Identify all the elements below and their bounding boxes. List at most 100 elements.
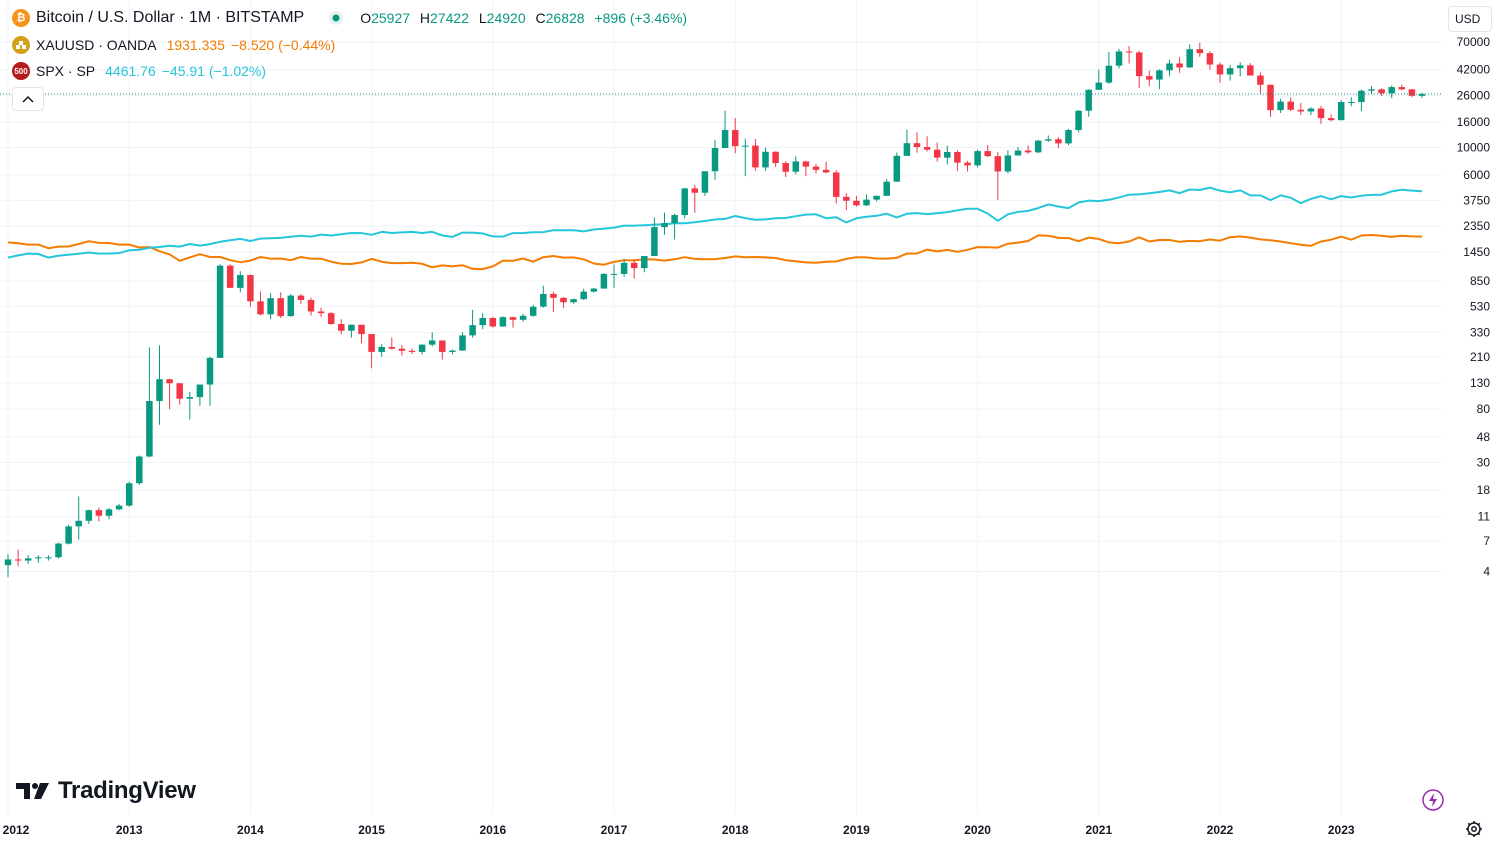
candle	[358, 324, 365, 344]
candle	[1075, 110, 1082, 133]
candle	[1135, 50, 1143, 88]
y-tick-label: 2350	[1463, 219, 1490, 233]
candle	[398, 345, 406, 356]
y-tick-label: 4	[1483, 565, 1490, 579]
candle	[388, 337, 396, 350]
candle-body	[1166, 63, 1173, 71]
candle	[136, 455, 143, 485]
candle	[1388, 85, 1395, 99]
candle-body	[287, 295, 295, 317]
btc-change: +896 (+3.46%)	[594, 10, 688, 26]
candle-body	[853, 200, 860, 206]
candle-body	[772, 151, 779, 164]
candle	[297, 293, 305, 304]
candle	[600, 273, 608, 289]
candle-body	[540, 293, 547, 307]
candle-body	[630, 262, 638, 269]
currency-button[interactable]: USD	[1448, 6, 1492, 32]
legend-row-gold[interactable]: XAUUSD · OANDA 1931.335 −8.520 (−0.44%)	[12, 35, 341, 55]
candle	[317, 307, 325, 317]
candle	[75, 496, 82, 540]
candle-body	[570, 299, 577, 303]
candle-body	[762, 151, 769, 168]
candle-body	[1418, 93, 1426, 96]
candle	[1398, 84, 1406, 91]
candle-body	[1388, 87, 1395, 94]
collapse-legend-button[interactable]	[12, 87, 44, 111]
candle	[4, 554, 12, 578]
candle	[832, 169, 840, 204]
candle-body	[24, 558, 32, 561]
high-value: 27422	[430, 10, 469, 26]
candle-body	[782, 163, 789, 172]
candle	[105, 508, 113, 520]
candle-body	[1034, 140, 1042, 153]
y-tick-label: 1450	[1463, 245, 1490, 259]
candle-body	[206, 357, 214, 385]
candle-body	[267, 298, 274, 315]
spx-icon: 500	[12, 62, 30, 80]
candle-body	[1115, 51, 1123, 66]
y-tick-label: 130	[1470, 376, 1490, 390]
candle-body	[529, 306, 537, 316]
candle	[1226, 64, 1234, 81]
candle-body	[449, 350, 456, 352]
candle	[469, 309, 476, 338]
candle	[1297, 103, 1305, 116]
candle-body	[701, 171, 709, 193]
candle	[226, 264, 234, 288]
candle	[519, 313, 527, 322]
candle	[721, 110, 729, 149]
y-tick-label: 6000	[1463, 168, 1490, 182]
spx-symbol-name: SPX · SP	[36, 63, 96, 79]
x-tick-label: 2019	[843, 823, 870, 837]
candle-body	[196, 384, 204, 398]
market-status-icon[interactable]	[328, 10, 344, 26]
candle-body	[1176, 63, 1183, 68]
candle-body	[994, 156, 1002, 172]
time-axis[interactable]: 2012 2013 2014 2015 2016 2017 2018 2019 2020 2021…	[3, 823, 1355, 837]
candle	[903, 129, 911, 156]
candle-body	[742, 145, 749, 147]
lightning-icon[interactable]	[1421, 788, 1445, 812]
gear-icon[interactable]	[1465, 820, 1483, 838]
legend-row-spx[interactable]: 500 SPX · SP 4461.76 −45.91 (−1.02%)	[12, 61, 272, 81]
candle	[843, 193, 850, 211]
candle	[711, 139, 719, 180]
candle-body	[95, 510, 103, 516]
x-tick-label: 2021	[1085, 823, 1112, 837]
candle-body	[1337, 101, 1345, 121]
close-label: C	[535, 10, 546, 26]
candle-body	[338, 324, 345, 331]
spx-value: 4461.76	[105, 63, 156, 79]
candle-body	[1065, 130, 1072, 144]
candle-body	[519, 315, 527, 320]
candle	[1105, 51, 1113, 84]
candle	[1095, 69, 1103, 91]
candle	[954, 150, 961, 171]
candle	[1358, 89, 1365, 111]
candle-body	[115, 505, 123, 510]
candle-body	[681, 188, 688, 216]
candle	[580, 288, 587, 300]
candle-body	[307, 299, 315, 312]
candle-body	[4, 559, 12, 566]
x-tick-label: 2020	[964, 823, 991, 837]
candle-body	[459, 335, 466, 351]
candle	[974, 149, 981, 168]
low-label: L	[478, 10, 487, 26]
price-axis[interactable]: 70000 42000 26000 16000 10000 6000 3750 2350 145…	[1457, 35, 1491, 579]
candle-body	[863, 199, 870, 206]
candle	[247, 274, 254, 307]
candle	[782, 160, 789, 177]
candle-body	[954, 151, 961, 163]
candle-body	[560, 297, 567, 303]
candle-body	[1014, 150, 1022, 156]
y-tick-label: 530	[1470, 300, 1490, 314]
candle	[1257, 72, 1264, 95]
candle-body	[1075, 110, 1082, 131]
legend-row-btc[interactable]: ₿ Bitcoin / U.S. Dollar · 1M · BITSTAMP …	[12, 8, 693, 28]
candle-body	[1004, 155, 1012, 172]
candle-body	[964, 162, 971, 166]
